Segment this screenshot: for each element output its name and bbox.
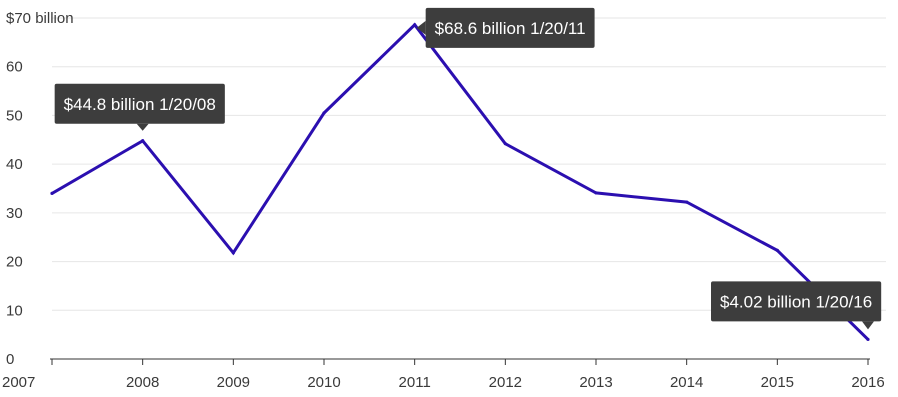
callout-box [425, 7, 595, 48]
x-tick-label: 2014 [670, 374, 703, 391]
callout-text: $68.6 billion 1/20/11 [435, 19, 586, 38]
y-tick-label: 0 [6, 351, 14, 368]
callout-label: $68.6 billion 1/20/11 [416, 7, 595, 48]
data-point [775, 248, 779, 252]
callout-box [54, 83, 225, 124]
y-tick-label: 30 [6, 205, 23, 222]
x-tick-label: 2013 [579, 374, 612, 391]
data-point [141, 139, 145, 143]
x-axis-labels: 2007 2008 2009 2010 2011 2012 2013 2014 2015 2016 [2, 374, 885, 391]
y-tick-label: 60 [6, 59, 23, 76]
series-line [51, 22, 870, 341]
data-point [413, 23, 417, 27]
y-tick-label: 50 [6, 107, 23, 124]
data-point [685, 200, 689, 204]
callout-label: $4.02 billion 1/20/16 [711, 281, 882, 330]
gridlines [52, 17, 886, 311]
callout-text: $4.02 billion 1/20/16 [720, 292, 872, 311]
y-axis-labels: 0 10 20 30 40 50 60 $70 billion [6, 10, 74, 368]
annotations: $44.8 billion 1/20/08 $68.6 billion 1/20/… [54, 7, 882, 330]
callout-pointer [136, 123, 149, 131]
x-tick-label: 2010 [307, 374, 340, 391]
x-tick-label: 2011 [399, 374, 431, 391]
y-tick-label: 10 [6, 302, 23, 319]
callout-label: $44.8 billion 1/20/08 [54, 83, 225, 131]
data-point [50, 191, 54, 195]
data-point [866, 337, 870, 342]
series-layer [50, 22, 870, 342]
x-tick-label: 2012 [489, 374, 522, 391]
x-tick-label: 2016 [851, 374, 884, 391]
y-tick-label: 40 [6, 156, 23, 173]
callout-text: $44.8 billion 1/20/08 [64, 95, 216, 114]
data-point [594, 191, 598, 195]
callout-box [711, 281, 882, 322]
callout-pointer [416, 20, 426, 35]
callout-pointer [862, 321, 874, 330]
x-tick-label: 2007 [2, 374, 35, 391]
x-axis [50, 358, 870, 365]
data-point [322, 111, 326, 115]
x-tick-label: 2015 [761, 374, 794, 391]
y-tick-label: 20 [6, 254, 23, 271]
data-point [231, 251, 235, 255]
x-tick-label: 2009 [217, 374, 250, 391]
y-tick-label: $70 billion [6, 10, 74, 27]
x-tick-label: 2008 [126, 374, 159, 391]
data-point [503, 142, 507, 146]
